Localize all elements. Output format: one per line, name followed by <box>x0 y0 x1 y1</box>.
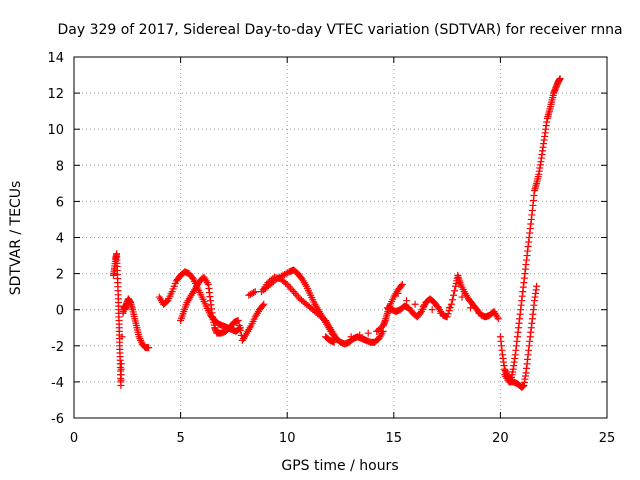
data-point <box>250 289 258 297</box>
data-point <box>330 338 338 346</box>
data-point <box>347 333 355 341</box>
data-point <box>420 302 428 310</box>
data-point <box>458 293 466 301</box>
data-point <box>398 280 406 288</box>
data-point <box>428 306 436 314</box>
data-point <box>118 333 126 341</box>
x-tick-label: 20 <box>492 431 509 446</box>
data-point <box>235 321 243 329</box>
axis-ticks: 0 5 10 15 20 25 -6 -4 -2 0 2 4 6 8 10 12 14 <box>47 51 615 446</box>
data-point <box>475 309 483 317</box>
data-point <box>117 360 125 368</box>
data-point <box>403 297 411 305</box>
data-point <box>330 331 338 339</box>
y-axis-title: SDTVAR / TECUs <box>8 181 24 296</box>
y-tick-label: 12 <box>47 87 64 102</box>
data-point <box>445 304 453 312</box>
x-tick-label: 25 <box>599 431 616 446</box>
x-tick-label: 5 <box>176 431 184 446</box>
data-point <box>145 344 153 352</box>
y-tick-label: 2 <box>56 268 64 283</box>
data-point <box>437 309 445 317</box>
data-point <box>443 313 451 321</box>
data-point <box>394 289 402 297</box>
x-tick-label: 10 <box>279 431 296 446</box>
data-point <box>364 329 372 337</box>
data-point <box>467 304 475 312</box>
data-point <box>236 326 244 334</box>
data-point <box>411 300 419 308</box>
y-tick-label: 10 <box>47 123 64 138</box>
data-point <box>259 302 267 310</box>
chart-title: Day 329 of 2017, Sidereal Day-to-day VTE… <box>57 22 622 38</box>
y-tick-label: -6 <box>51 412 64 427</box>
data-point <box>494 315 502 323</box>
data-point <box>251 288 259 296</box>
x-tick-label: 0 <box>70 431 78 446</box>
data-point <box>533 282 541 290</box>
data-point <box>556 75 564 83</box>
data-point <box>451 287 459 295</box>
data-point <box>444 310 452 318</box>
data-points <box>109 75 564 391</box>
data-point <box>397 282 405 290</box>
data-point <box>448 296 456 304</box>
y-tick-label: 8 <box>56 159 64 174</box>
y-tick-label: 14 <box>47 51 64 66</box>
data-point <box>188 274 196 282</box>
y-tick-label: 6 <box>56 195 64 210</box>
data-point <box>447 300 455 308</box>
data-point <box>282 279 290 287</box>
y-tick-label: 0 <box>56 304 64 319</box>
data-point <box>416 309 424 317</box>
data-point <box>356 331 364 339</box>
x-tick-label: 15 <box>386 431 403 446</box>
x-axis-title: GPS time / hours <box>281 458 398 474</box>
data-point <box>260 300 268 308</box>
y-tick-label: 4 <box>56 232 64 247</box>
data-point <box>234 317 242 325</box>
y-tick-label: -2 <box>51 340 64 355</box>
data-point <box>449 291 457 299</box>
y-tick-label: -4 <box>51 376 64 391</box>
